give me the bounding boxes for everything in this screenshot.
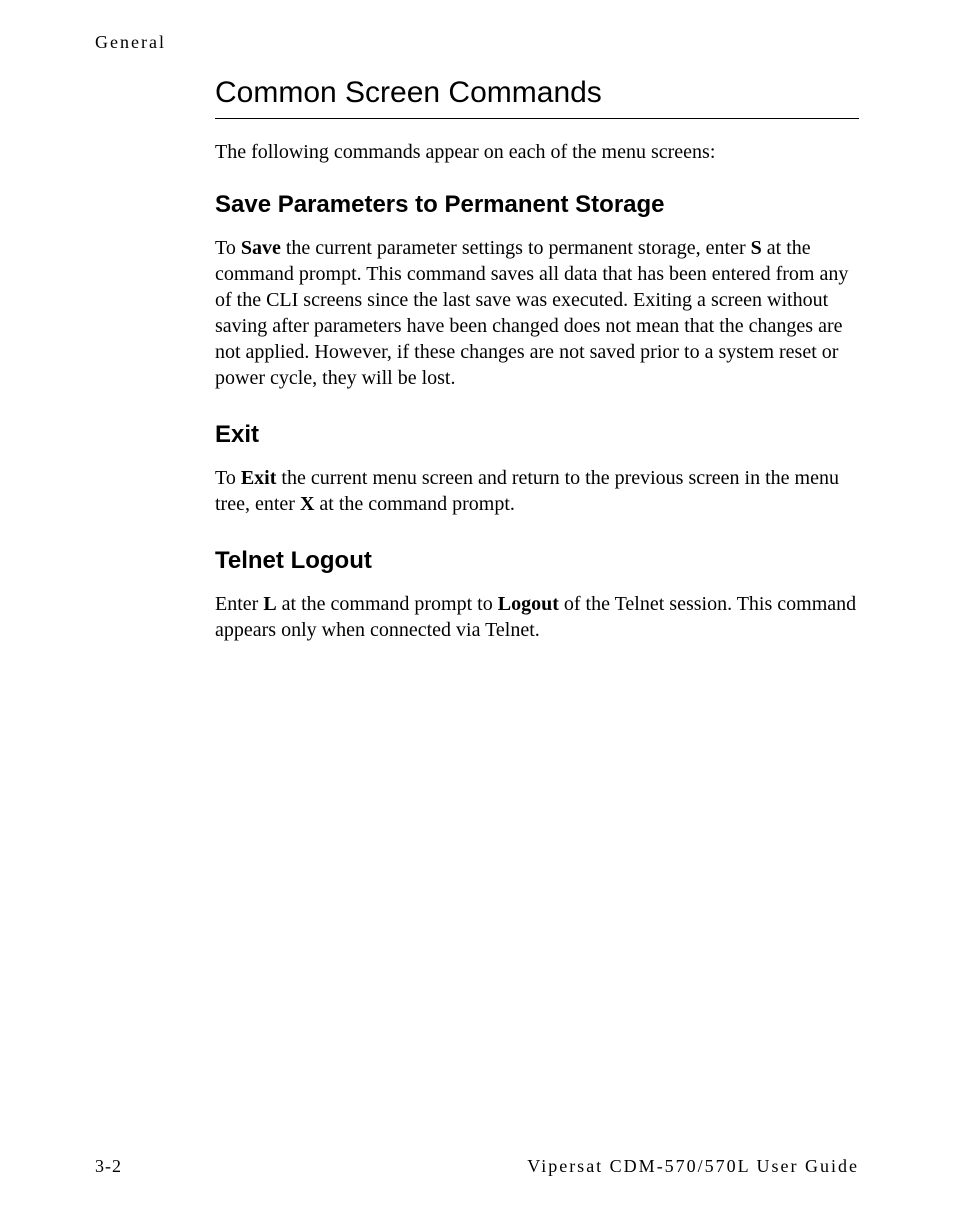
text-bold: Logout	[498, 593, 559, 615]
subsection-title-telnet: Telnet Logout	[215, 547, 859, 575]
main-content: Common Screen Commands The following com…	[215, 76, 859, 673]
subsection-title-exit: Exit	[215, 421, 859, 449]
text-part: Enter	[215, 593, 263, 615]
subsection-title-save: Save Parameters to Permanent Storage	[215, 191, 859, 219]
text-part: To	[215, 237, 241, 259]
text-bold: S	[751, 237, 762, 259]
intro-text: The following commands appear on each of…	[215, 139, 859, 165]
text-bold: Save	[241, 237, 281, 259]
text-part: To	[215, 467, 241, 489]
text-part: at the command prompt.	[314, 493, 515, 515]
text-bold: X	[300, 493, 314, 515]
text-bold: L	[263, 593, 276, 615]
page-number: 3-2	[95, 1156, 122, 1177]
section-name: General	[95, 32, 166, 52]
footer-guide-name: Vipersat CDM-570/570L User Guide	[527, 1156, 859, 1177]
main-title: Common Screen Commands	[215, 76, 859, 119]
page-header: General	[95, 32, 166, 53]
text-part: at the command prompt. This command save…	[215, 237, 848, 389]
text-bold: Exit	[241, 467, 277, 489]
body-text-save: To Save the current parameter settings t…	[215, 235, 859, 391]
body-text-telnet: Enter L at the command prompt to Logout …	[215, 591, 859, 643]
body-text-exit: To Exit the current menu screen and retu…	[215, 465, 859, 517]
text-part: at the command prompt to	[277, 593, 498, 615]
text-part: the current parameter settings to perman…	[281, 237, 751, 259]
